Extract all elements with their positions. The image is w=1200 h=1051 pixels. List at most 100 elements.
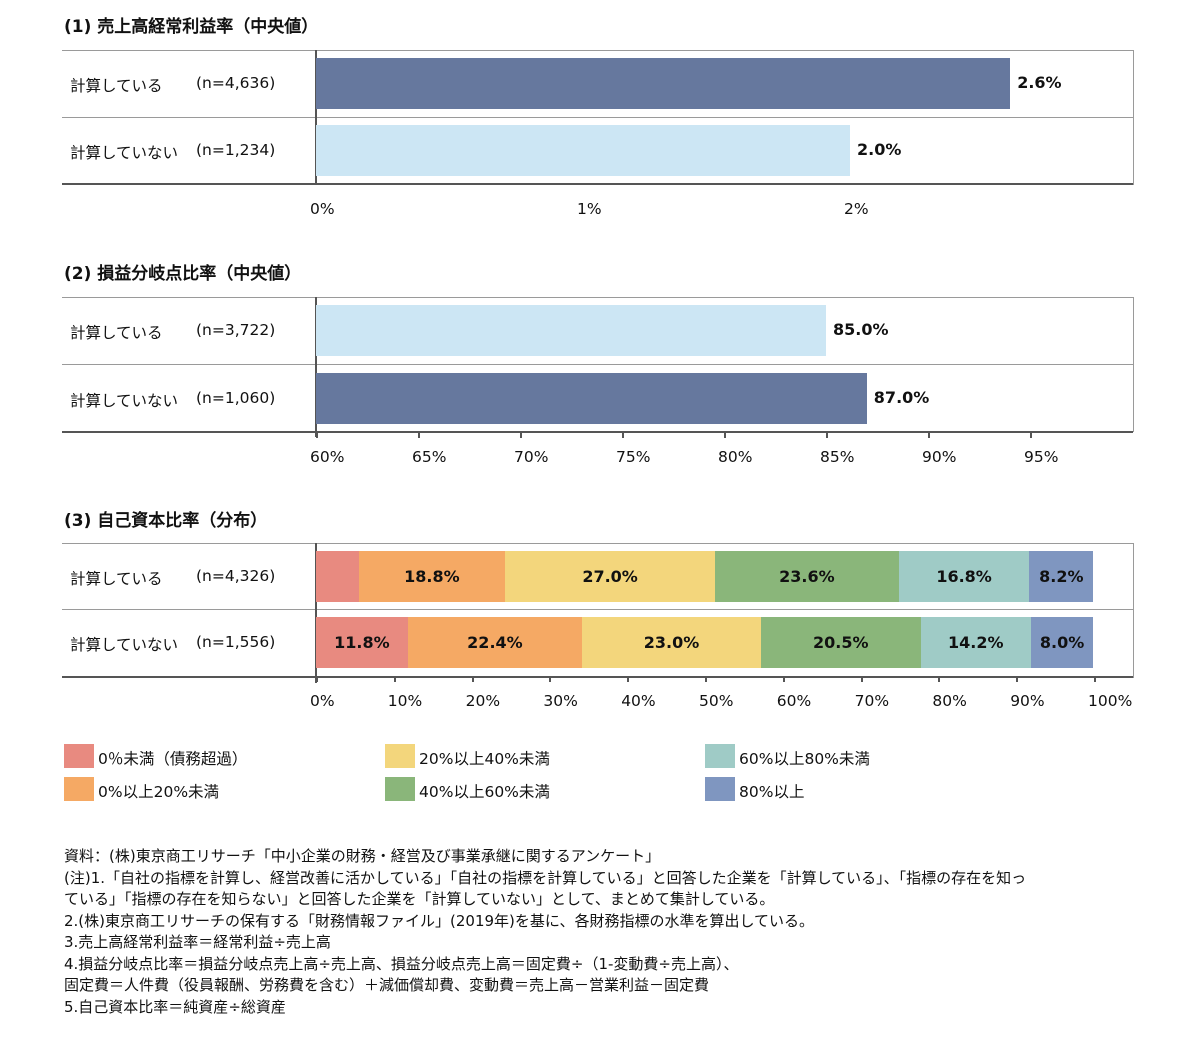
segment-label: 8.0% [1039,633,1085,652]
stacked-segment: 23.6% [715,551,899,602]
row-n-count: (n=1,060) [196,388,276,407]
stacked-segment: 8.2% [1029,551,1094,602]
bar-value-label: 2.6% [1017,72,1062,92]
row-n-count: (n=4,326) [196,566,276,585]
tick-mark [549,676,552,682]
tick-label: 70% [854,692,890,710]
tick-label: 20% [465,692,501,710]
tick-label: 60% [776,692,812,710]
segment-label: 14.2% [947,633,1004,652]
legend-swatch [385,777,415,801]
bar-value-label: 2.0% [857,139,902,159]
tick-mark [928,432,930,438]
chart1-row-separator [62,117,1133,118]
stacked-segment: 8.0% [1030,617,1094,668]
row-label: 計算している [70,323,163,342]
legend-label: 20%以上40%未満 [419,750,550,768]
stacked-segment: 23.0% [582,617,761,668]
bar-value-label: 85.0% [833,319,889,339]
chart3-row-separator [62,609,1133,610]
legend-label: 60%以上80%未満 [739,750,870,768]
stacked-segment [316,551,359,602]
tick-label: 0% [310,200,335,218]
stacked-segment: 22.4% [407,617,583,668]
chart2-title: (2) 損益分岐点比率（中央値） [64,264,302,284]
tick-label: 2% [844,200,869,218]
segment-label: 23.6% [779,567,835,586]
legend-swatch [705,744,735,768]
legend-swatch [705,777,735,801]
segment-label: 23.0% [643,633,700,652]
legend-label: 80%以上 [739,783,805,801]
stacked-segment: 11.8% [316,617,408,668]
source-notes: 資料：(株)東京商工リサーチ「中小企業の財務・経営及び事業承継に関するアンケート… [64,846,1144,1018]
tick-mark [622,432,624,438]
tick-mark [1094,676,1096,682]
tick-label: 95% [1024,448,1059,466]
tick-label: 60% [310,448,345,466]
row-label: 計算していない [70,391,179,410]
bar [316,305,826,356]
bar-value-label: 87.0% [873,387,930,407]
stacked-segment: 18.8% [358,551,506,602]
chart1-baseline [62,183,1133,185]
row-n-count: (n=1,556) [196,632,276,651]
stacked-segment: 27.0% [505,551,716,602]
tick-mark [1016,676,1019,682]
row-label: 計算していない [70,635,179,654]
tick-label: 85% [820,448,855,466]
row-label: 計算している [70,569,163,588]
segment-label: 27.0% [582,567,638,586]
note-3: 3.売上高経常利益率＝経常利益÷売上高 [64,933,331,951]
tick-label: 50% [699,692,734,710]
tick-label: 10% [387,692,423,710]
segment-label: 16.8% [936,567,992,586]
legend-swatch [385,744,415,768]
tick-label: 100% [1088,692,1133,710]
row-n-count: (n=1,234) [196,140,276,159]
segment-label: 20.5% [813,633,869,652]
legend-swatch [64,777,94,801]
tick-mark [860,676,863,682]
tick-label: 0% [310,692,335,710]
tick-mark [1030,432,1032,438]
note-4b: 固定費＝人件費（役員報酬、労務費を含む）＋減価償却費、変動費＝売上高－営業利益－… [64,976,710,994]
note-source: 資料：(株)東京商工リサーチ「中小企業の財務・経営及び事業承継に関するアンケート… [64,847,661,865]
chart2-frame [62,297,1134,432]
legend-swatch [64,744,94,768]
tick-mark [316,676,318,682]
note-2: 2.(株)東京商工リサーチの保有する「財務情報ファイル」(2019年)を基に、各… [64,911,814,930]
tick-mark [418,432,420,438]
segment-label: 22.4% [467,633,523,652]
chart1-axis-line [315,50,317,185]
chart1-title: (1) 売上高経常利益率（中央値） [64,17,319,37]
tick-label: 75% [616,448,651,466]
tick-label: 90% [1010,692,1045,710]
tick-label: 1% [577,200,602,218]
tick-mark [520,432,522,438]
segment-label: 11.8% [334,633,390,652]
bar [316,373,867,424]
legend-label: 0％未満（債務超過） [98,750,248,768]
row-n-count: (n=4,636) [196,73,276,92]
chart3-baseline [62,676,1133,678]
tick-label: 80% [932,692,967,710]
note-4a: 4.損益分岐点比率＝損益分岐点売上高÷売上高、損益分岐点売上高＝固定費÷（1-変… [64,954,739,973]
segment-label: 18.8% [404,567,460,586]
chart1-frame [62,50,1134,185]
tick-label: 65% [412,448,447,466]
chart3-frame [62,543,1134,678]
tick-mark [471,676,474,682]
tick-mark [826,432,828,438]
row-label: 計算していない [70,143,179,162]
chart2-baseline [62,431,1133,433]
segment-label: 8.2% [1039,567,1084,586]
chart2-row-separator [62,364,1133,365]
row-label: 計算している [70,76,163,95]
stacked-segment: 20.5% [761,617,921,668]
tick-mark [705,676,707,682]
stacked-segment: 16.8% [898,551,1030,602]
tick-label: 80% [718,448,753,466]
tick-mark [724,432,726,438]
row-n-count: (n=3,722) [196,320,276,339]
